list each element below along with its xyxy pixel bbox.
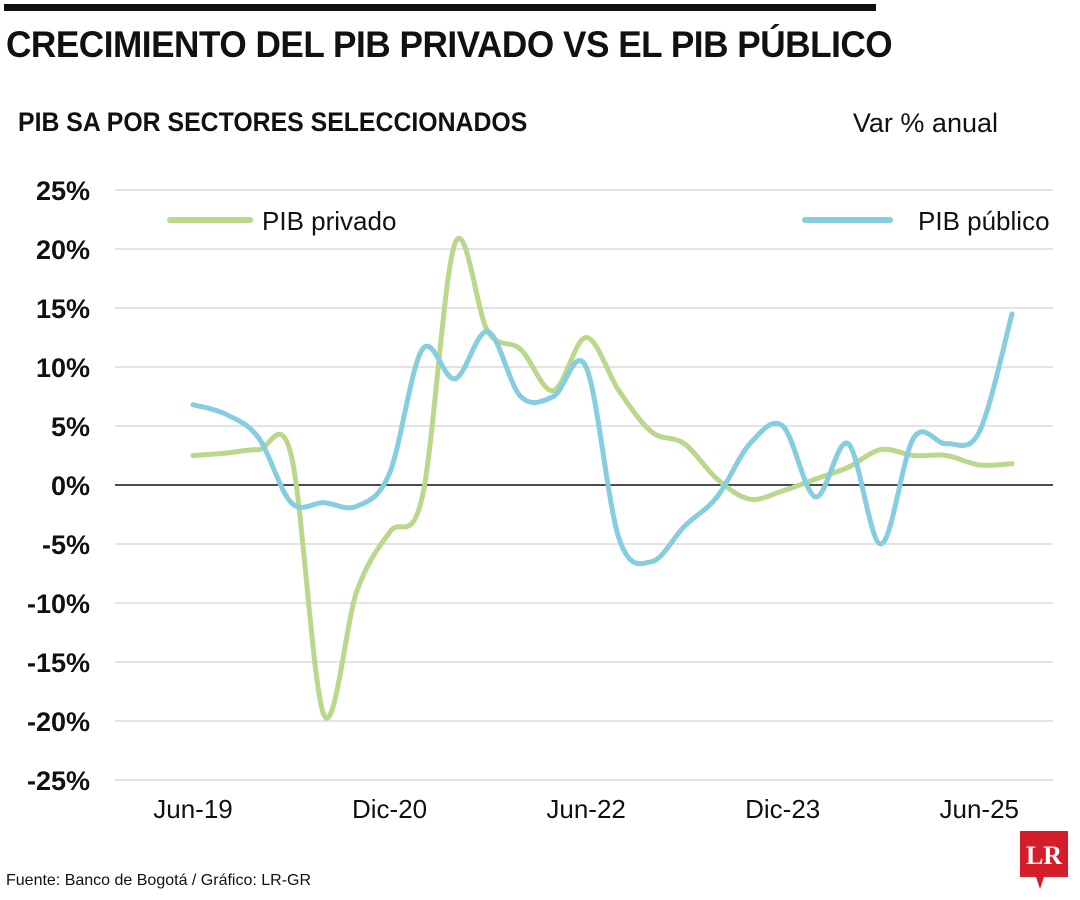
legend-label-privado: PIB privado (262, 206, 396, 236)
y-tick-label: -20% (27, 707, 90, 737)
y-axis: 25% 20% 15% 10% 5% 0% -5% -10% -15% -20% -25% (27, 176, 90, 796)
legend: PIB privado PIB público (167, 206, 1050, 236)
chart-subtitle: PIB SA POR SECTORES SELECCIONADOS (18, 107, 528, 137)
series-line-privado (190, 236, 1015, 721)
source-note: Fuente: Banco de Bogotá / Gráfico: LR-GR (6, 872, 312, 889)
x-tick-label: Jun-19 (153, 794, 233, 824)
y-tick-label: 25% (36, 176, 90, 206)
chart-title: CRECIMIENTO DEL PIB PRIVADO VS EL PIB PÚ… (6, 24, 893, 65)
grid-lines (115, 189, 1053, 781)
y-tick-label: 10% (36, 353, 90, 383)
line-chart: 25% 20% 15% 10% 5% 0% -5% -10% -15% -20% -25% Jun-… (27, 176, 1053, 824)
series-lines (190, 236, 1015, 721)
y-tick-label: 20% (36, 235, 90, 265)
lr-logo: LR (1020, 831, 1068, 889)
y-tick-label: -5% (42, 530, 90, 560)
y-tick-label: -25% (27, 766, 90, 796)
x-tick-label: Jun-22 (546, 794, 626, 824)
x-axis: Jun-19 Dic-20 Jun-22 Dic-23 Jun-25 (153, 794, 1019, 824)
unit-label: Var % anual (852, 108, 998, 138)
x-tick-label: Jun-25 (939, 794, 1019, 824)
y-tick-label: -10% (27, 589, 90, 619)
x-tick-label: Dic-23 (745, 794, 820, 824)
svg-text:LR: LR (1026, 841, 1062, 870)
x-tick-label: Dic-20 (352, 794, 427, 824)
legend-label-publico: PIB público (918, 206, 1050, 236)
top-rule (4, 4, 876, 11)
y-tick-label: 5% (51, 412, 90, 442)
y-tick-label: 15% (36, 294, 90, 324)
series-line-publico (190, 311, 1015, 567)
y-tick-label: -15% (27, 648, 90, 678)
y-tick-label: 0% (51, 471, 90, 501)
